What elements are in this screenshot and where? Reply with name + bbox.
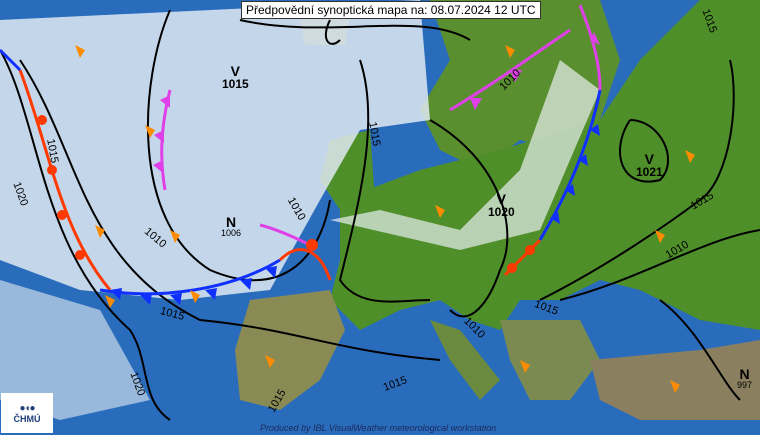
chmu-logo: ●◖● ČHMÚ	[1, 393, 53, 433]
isobar	[324, 19, 341, 45]
cloud-atlantic	[0, 0, 430, 300]
isobar	[338, 59, 431, 303]
occluded-front-symbol	[160, 95, 170, 108]
occluded-front-symbol	[154, 130, 164, 143]
cold-front-symbol	[550, 212, 560, 224]
wind-arrow-icon	[190, 290, 200, 303]
logo-text: ČHMÚ	[13, 413, 41, 424]
land-iberia	[235, 290, 345, 410]
center-type: V	[496, 191, 507, 207]
center-value: 997	[737, 380, 753, 390]
center-type: N	[739, 366, 750, 382]
pressure-center-low: N 1006	[221, 215, 241, 238]
map-title: Předpovědní synoptická mapa na: 08.07.20…	[241, 1, 541, 19]
cold-front	[538, 89, 602, 241]
warm-front-symbol	[507, 263, 517, 273]
pressure-center-high: V 1020	[488, 192, 515, 218]
cold-front-symbol	[170, 293, 182, 305]
cold-front-symbol	[590, 124, 600, 136]
warm-front-symbol	[47, 165, 57, 175]
warm-front	[503, 238, 542, 277]
warm-front	[18, 69, 112, 291]
warm-front	[278, 248, 332, 281]
isobar	[619, 119, 670, 183]
isobar	[539, 59, 735, 301]
isobar	[146, 9, 331, 282]
isobar	[239, 19, 471, 41]
center-value: 1020	[488, 205, 515, 219]
wind-arrow-icon	[685, 150, 695, 163]
cloud-band	[330, 60, 600, 250]
pressure-center-high: V 1021	[636, 152, 663, 178]
warm-front-symbol	[57, 210, 67, 220]
isobar	[0, 49, 171, 421]
cold-front	[0, 48, 22, 72]
wind-arrow-icon	[505, 45, 515, 58]
wind-arrow-icon	[95, 225, 105, 238]
cold-front-symbol	[578, 154, 588, 166]
warm-front-symbol	[525, 245, 535, 255]
isobar	[19, 59, 441, 361]
occluded-front-symbol	[470, 98, 482, 110]
wind-arrow-icon	[105, 295, 115, 308]
center-value: 1021	[636, 165, 663, 179]
wind-arrow-icon	[435, 205, 445, 218]
isobar	[429, 119, 509, 318]
pressure-center-high: V 1015	[222, 64, 249, 90]
center-type: V	[230, 63, 241, 79]
occluded-front-symbol	[510, 70, 522, 82]
center-value: 1006	[221, 228, 242, 238]
cold-front-symbol	[205, 288, 217, 300]
wind-arrow-icon	[670, 380, 680, 393]
credit-text: Produced by IBL VisualWeather meteorolog…	[260, 423, 497, 433]
center-type: V	[644, 151, 655, 167]
wind-arrow-icon	[75, 45, 85, 58]
land-turkey	[590, 340, 760, 420]
occluded-front-symbol	[153, 160, 163, 173]
cloud-left	[0, 280, 150, 420]
cold-front-symbol	[265, 266, 277, 278]
isobar	[559, 229, 760, 301]
occluded-front	[578, 4, 602, 91]
cold-front-symbol	[140, 293, 152, 305]
cold-front-symbol	[565, 184, 575, 196]
wind-arrow-icon	[520, 360, 530, 373]
warm-front-symbol	[37, 115, 47, 125]
cold-front-symbol	[240, 278, 252, 290]
center-value: 1015	[222, 77, 249, 91]
pressure-center-low: N 997	[737, 367, 752, 390]
center-type: N	[225, 214, 237, 230]
isobar	[659, 299, 741, 401]
wind-arrow-icon	[655, 230, 665, 243]
wind-arrow-icon	[265, 355, 275, 368]
land-italy	[430, 320, 500, 400]
wind-arrow-icon	[145, 125, 155, 138]
cold-front	[99, 258, 281, 296]
cold-front-symbol	[110, 288, 122, 300]
occluded-front	[449, 28, 571, 112]
warm-front-symbol	[306, 239, 318, 251]
logo-mark-icon: ●◖●	[19, 402, 35, 414]
land-balkans	[500, 320, 600, 400]
warm-front-symbol	[75, 250, 85, 260]
wind-arrow-icon	[170, 230, 180, 243]
occluded-front-symbol	[590, 32, 600, 45]
